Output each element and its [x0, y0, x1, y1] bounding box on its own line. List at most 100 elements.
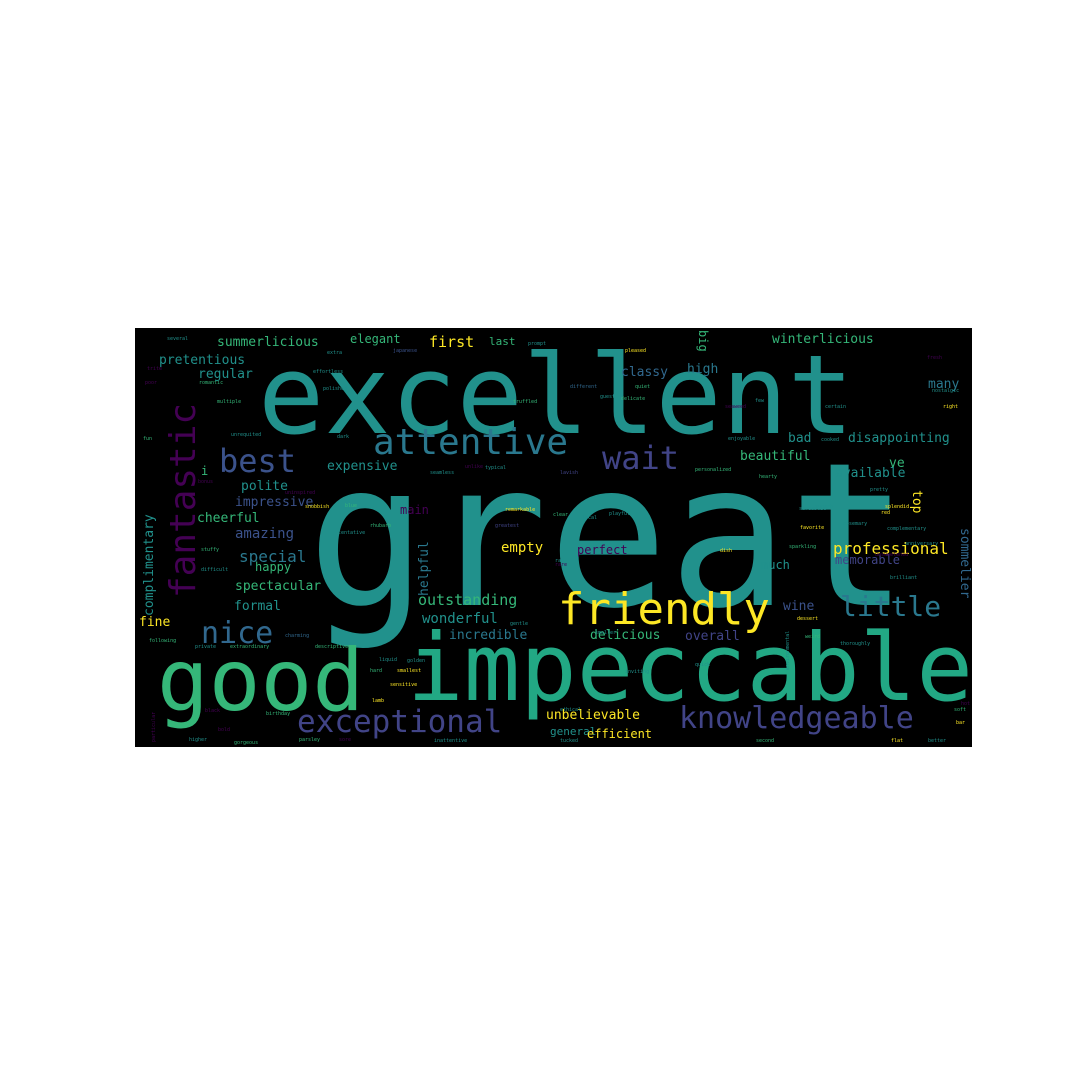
word-incredible: incredible [449, 628, 527, 643]
word-special: special [239, 547, 306, 566]
word-complimentary: complimentary [142, 514, 157, 616]
word-spectacular: spectacular [235, 579, 321, 594]
word-general: general [550, 725, 596, 738]
word-several: several [167, 336, 188, 342]
word-attentive: attentive [373, 422, 568, 463]
word-extra: extra [327, 350, 342, 356]
word-weird: weird [805, 634, 820, 640]
word-red: red [881, 510, 890, 516]
word-available: available [835, 466, 906, 481]
word-seaweed: seaweed [725, 404, 746, 410]
word-nice: nice [201, 616, 273, 651]
word-truffled: truffled [513, 399, 537, 405]
word-greatest: greatest [495, 523, 519, 529]
word-liquid: liquid [379, 657, 397, 663]
word-wine: wine [783, 599, 814, 614]
word-great: great [307, 420, 909, 653]
word-lavish: lavish [560, 470, 578, 476]
word-bad: bad [788, 431, 811, 446]
word-wait: wait [602, 439, 679, 477]
word-impressive: impressive [235, 495, 313, 510]
word-summerlicious: summerlicious [217, 335, 319, 350]
word-better: better [928, 738, 946, 744]
word-cooked: cooked [821, 437, 839, 443]
word-dark: dark [337, 434, 349, 440]
word-quiet: quiet [635, 384, 650, 390]
word-little: little [840, 590, 941, 623]
word-different: different [570, 384, 597, 390]
word-pleased: pleased [625, 348, 646, 354]
word-amazing: amazing [235, 526, 294, 542]
word-polite: polite [241, 479, 288, 494]
word-personalized: personalized [695, 467, 731, 473]
word-soft: soft [954, 707, 966, 713]
word-black: black [205, 708, 220, 714]
word-bonus: bonus [198, 479, 213, 485]
word-top: top [909, 490, 924, 514]
word-uninspired: uninspired [285, 490, 315, 496]
word-blue: blue [345, 503, 357, 509]
word-unsweetened: unsweetened [875, 552, 908, 558]
word-big: big [696, 330, 710, 352]
word-quick: quick [695, 662, 710, 668]
word-smaller: smaller [595, 630, 616, 636]
word-last: last [489, 335, 516, 348]
word-i: i [201, 464, 208, 478]
word-pretentious: pretentious [159, 353, 245, 368]
word-disappointing: disappointing [848, 431, 950, 446]
word-polished: polished [323, 386, 347, 392]
word-best: best [219, 442, 296, 480]
word-trite: trite [147, 366, 162, 372]
word-typical: typical [485, 465, 506, 471]
word-second: second [756, 738, 774, 744]
word-formal: formal [234, 599, 281, 614]
word-regular: regular [198, 367, 253, 382]
word-inattentive: inattentive [434, 738, 467, 744]
word-anniversary: anniversary [905, 541, 938, 547]
word-main: main [400, 503, 429, 517]
word-unbelievable: unbelievable [546, 708, 640, 723]
word-outstanding: outstanding [418, 591, 517, 609]
word-hot: hot [961, 701, 970, 707]
word-expensive: expensive [327, 459, 398, 474]
word-ve: ve [889, 456, 905, 471]
word-private: private [195, 644, 216, 650]
word-guest: guest [600, 394, 615, 400]
word-thoroughly: thoroughly [840, 641, 870, 647]
word-certain: certain [825, 404, 846, 410]
word-delicious: delicious [590, 628, 660, 643]
word-descriptive: descriptive [315, 644, 348, 650]
word-bar: bar [956, 720, 965, 726]
word-empty: empty [501, 540, 543, 556]
word-playful: playful [609, 511, 630, 517]
word-clear: clear [553, 512, 568, 518]
word-rosemary: rosemary [843, 521, 867, 527]
word-smallest: smallest [397, 668, 421, 674]
word-beautiful: beautiful [740, 449, 810, 464]
word-helpful: helpful [417, 541, 432, 596]
word-high: high [687, 362, 718, 377]
word-memorable: memorable [835, 553, 900, 567]
word-snobbish: snobbish [305, 504, 329, 510]
word-particular: particular [151, 712, 157, 742]
word-enjoyable: enjoyable [728, 436, 755, 442]
word-favorite: favorite [800, 525, 824, 531]
word-hard: hard [370, 668, 382, 674]
word-elegant: elegant [350, 332, 401, 346]
word-exceptional: exceptional [297, 704, 502, 740]
word-first: first [429, 333, 474, 351]
word-seamless: seamless [430, 470, 454, 476]
word-fun: fun [143, 436, 152, 442]
word-sommelier: sommelier [957, 528, 972, 599]
word-nostalgic: nostalgic [932, 388, 959, 394]
word-few: few [755, 398, 765, 404]
word-sore: sore [339, 737, 351, 743]
word-rare: rare [555, 562, 567, 568]
word-following: following [149, 638, 176, 644]
word-prompt: prompt [528, 341, 546, 347]
word-romantic: romantic [199, 380, 223, 386]
word-friendly: friendly [558, 584, 770, 635]
word-cheerful: cheerful [197, 511, 260, 526]
word-knowledgeable: knowledgeable [679, 701, 914, 736]
